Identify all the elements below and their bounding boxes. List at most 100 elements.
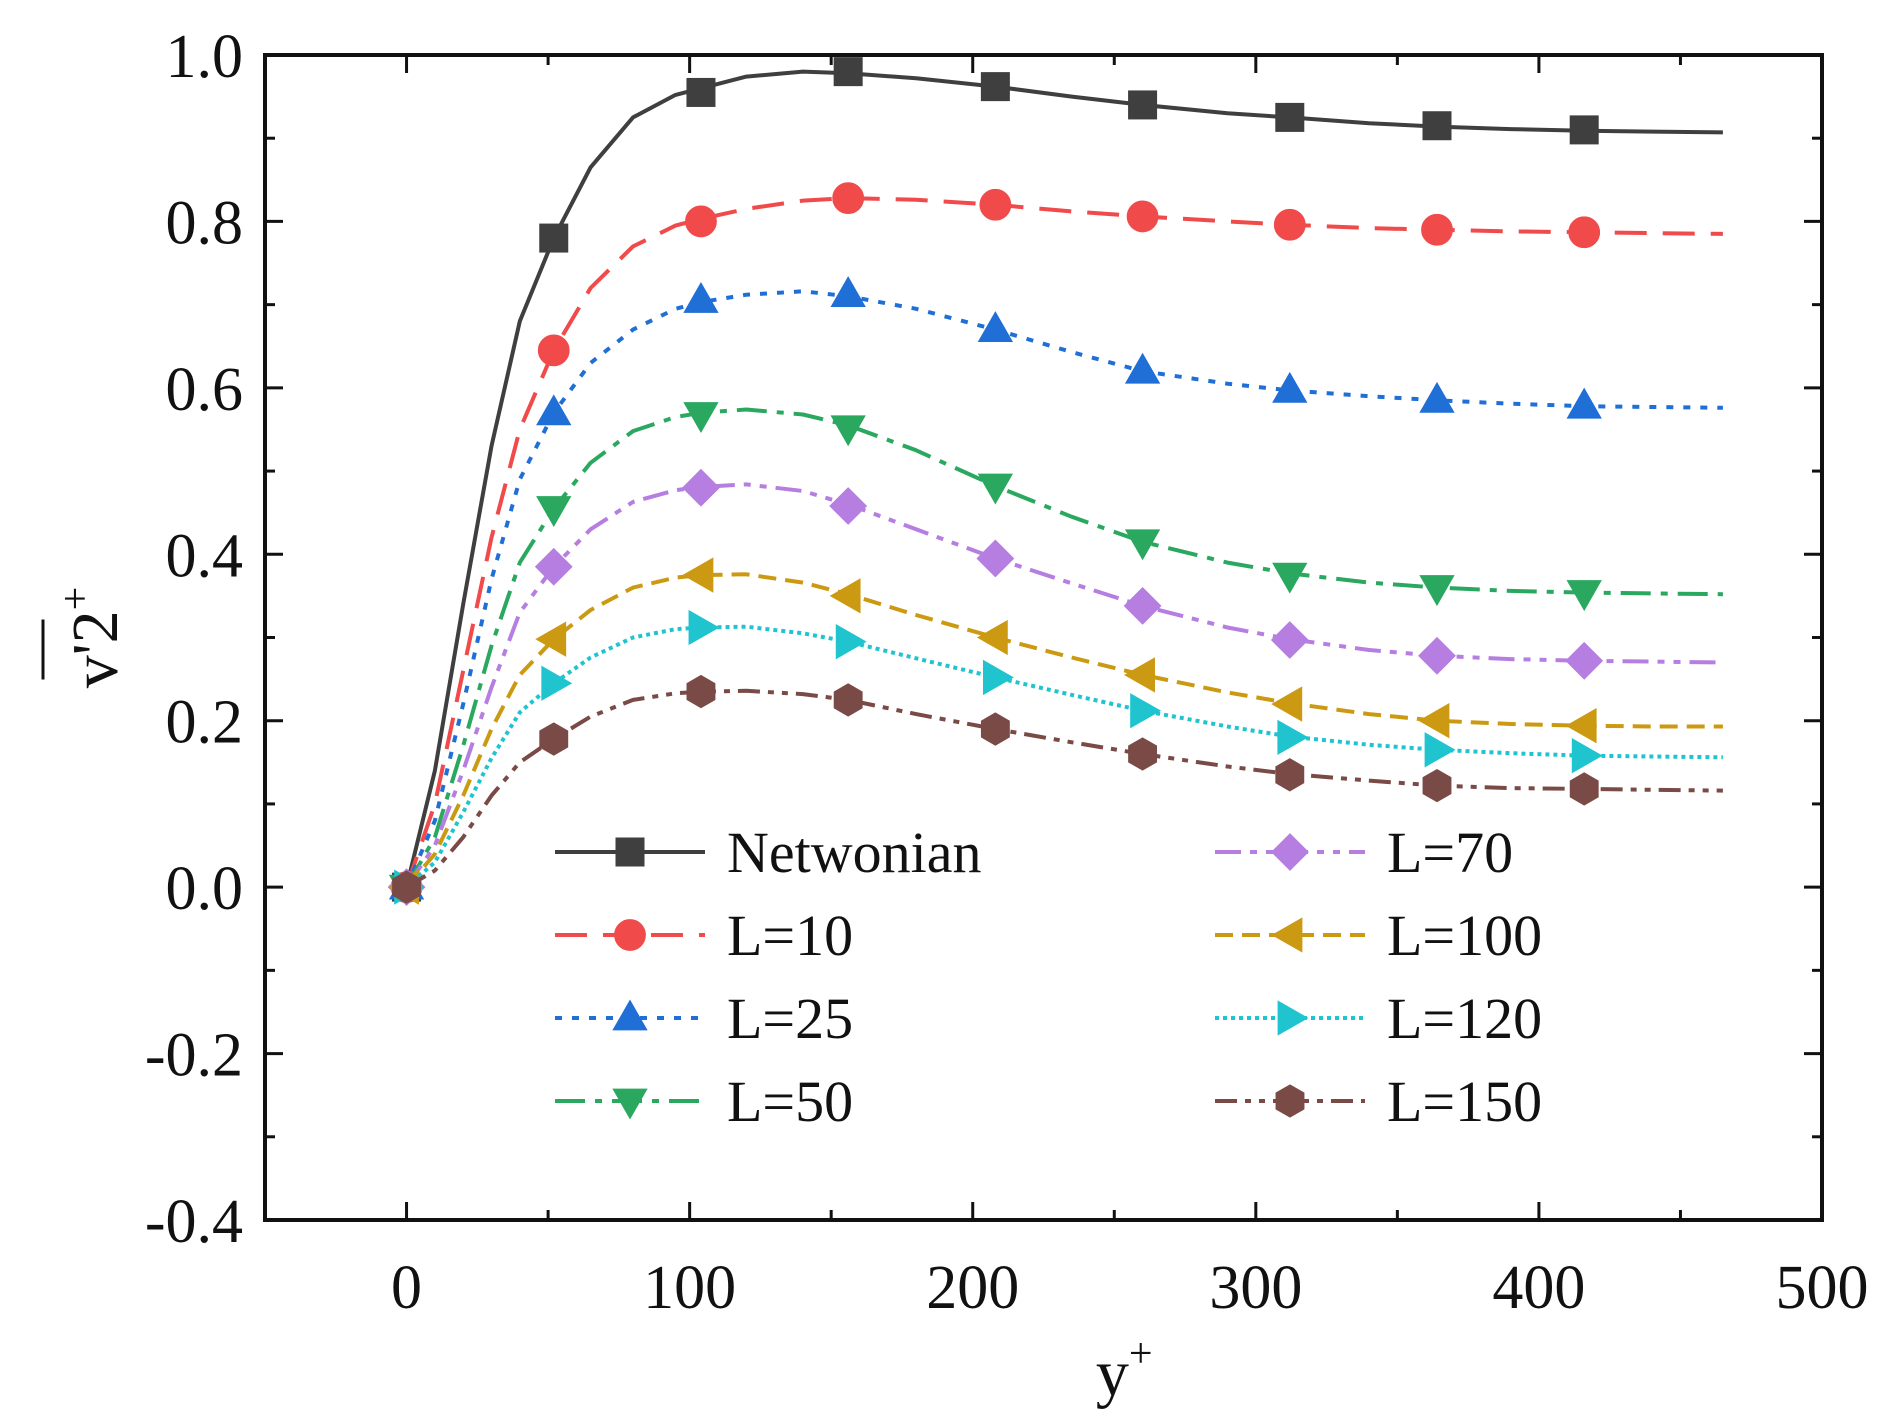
data-point bbox=[1271, 686, 1303, 722]
y-tick-label: 0.2 bbox=[166, 689, 244, 757]
y-axis-label-sup: + bbox=[53, 587, 99, 611]
data-point bbox=[1419, 575, 1455, 607]
legend-label: L=100 bbox=[1387, 903, 1542, 968]
data-point bbox=[1275, 758, 1305, 792]
data-point bbox=[685, 205, 717, 238]
y-tick-label: 0.8 bbox=[166, 189, 244, 257]
y-tick-label: 0.6 bbox=[166, 356, 244, 424]
data-point bbox=[535, 621, 567, 657]
data-point bbox=[392, 870, 421, 904]
legend-entry: L=100 bbox=[1215, 903, 1542, 968]
legend-marker bbox=[1275, 1084, 1305, 1118]
data-point bbox=[537, 334, 570, 367]
data-point bbox=[1424, 732, 1456, 768]
data-point bbox=[829, 578, 861, 614]
x-tick-label: 300 bbox=[1209, 1254, 1302, 1322]
y-tick-label: -0.4 bbox=[145, 1188, 243, 1256]
data-point bbox=[688, 609, 720, 646]
data-point bbox=[539, 722, 569, 756]
legend-marker bbox=[615, 837, 645, 867]
y-tick-label: 0.0 bbox=[166, 855, 244, 923]
data-point bbox=[1130, 693, 1162, 729]
data-point bbox=[536, 394, 572, 426]
legend-label: Netwonian bbox=[727, 820, 982, 885]
legend-entry: L=25 bbox=[555, 986, 853, 1051]
legend-entry: Netwonian bbox=[555, 820, 982, 885]
legend-entry: L=120 bbox=[1215, 986, 1542, 1051]
data-point bbox=[1569, 772, 1599, 806]
legend-entry: L=10 bbox=[555, 903, 853, 968]
series-layer bbox=[387, 57, 1723, 907]
y-tick-label: 0.4 bbox=[166, 522, 244, 590]
series-netwonian bbox=[392, 57, 1723, 902]
data-point bbox=[1272, 562, 1308, 594]
data-point bbox=[976, 619, 1008, 656]
data-point bbox=[1419, 381, 1455, 413]
x-axis-label: y+ bbox=[1096, 1331, 1153, 1410]
data-point bbox=[835, 623, 867, 660]
data-point bbox=[1270, 621, 1309, 659]
data-point bbox=[686, 77, 716, 107]
data-point bbox=[977, 473, 1014, 505]
series-l-150 bbox=[392, 674, 1723, 904]
legend-marker bbox=[1277, 1000, 1309, 1036]
legend-marker bbox=[1271, 833, 1309, 871]
data-point bbox=[1566, 387, 1602, 419]
data-point bbox=[980, 712, 1010, 746]
y-tick-label: -0.2 bbox=[145, 1022, 243, 1090]
data-point bbox=[1123, 586, 1162, 625]
x-axis-title: y+ bbox=[1096, 1331, 1153, 1410]
data-point bbox=[683, 402, 719, 433]
legend-entry: L=150 bbox=[1215, 1069, 1542, 1134]
legend-entry: L=70 bbox=[1215, 820, 1513, 885]
data-point bbox=[1569, 115, 1599, 145]
data-point bbox=[982, 659, 1014, 696]
data-point bbox=[1128, 90, 1158, 120]
data-point bbox=[1421, 213, 1453, 246]
x-tick-label: 200 bbox=[926, 1254, 1019, 1322]
y-axis-label: v'2+ bbox=[53, 587, 132, 689]
data-point bbox=[1124, 657, 1155, 693]
legend-marker bbox=[1271, 917, 1303, 953]
data-point bbox=[980, 72, 1010, 102]
data-point bbox=[1128, 737, 1158, 771]
x-axis-label-sup: + bbox=[1129, 1331, 1153, 1377]
legend-marker bbox=[612, 999, 648, 1031]
x-tick-label: 400 bbox=[1492, 1254, 1585, 1322]
legend-marker bbox=[614, 919, 646, 951]
data-point bbox=[1273, 208, 1306, 241]
tick-labels-layer: 0 100 200 300 400 500 -0.4 -0.2 0.0 0.2 0.4 0.6 0.8 1… bbox=[145, 23, 1869, 1322]
legend-entry: L=50 bbox=[555, 1069, 853, 1134]
legend-label: L=25 bbox=[727, 986, 853, 1051]
data-point bbox=[832, 182, 865, 215]
legend-label: L=10 bbox=[727, 903, 853, 968]
data-point bbox=[1418, 703, 1450, 739]
data-point bbox=[686, 674, 716, 709]
data-point bbox=[1124, 529, 1161, 561]
data-point bbox=[1568, 216, 1601, 249]
data-point bbox=[833, 57, 863, 87]
data-point bbox=[833, 683, 863, 717]
data-point bbox=[829, 487, 868, 525]
data-point bbox=[976, 539, 1015, 578]
data-point bbox=[682, 468, 720, 507]
data-point bbox=[536, 496, 572, 528]
data-point bbox=[1565, 708, 1597, 744]
x-tick-label: 0 bbox=[391, 1254, 422, 1322]
data-point bbox=[977, 311, 1014, 343]
data-point bbox=[1272, 371, 1308, 403]
y-tick-label: 1.0 bbox=[166, 23, 244, 91]
data-point bbox=[830, 276, 866, 308]
x-tick-label: 100 bbox=[643, 1254, 736, 1322]
data-point bbox=[1275, 102, 1305, 132]
data-point bbox=[1422, 768, 1452, 803]
data-point bbox=[1565, 641, 1604, 680]
data-point bbox=[830, 415, 866, 447]
data-point bbox=[1124, 352, 1161, 384]
data-point bbox=[1422, 111, 1452, 141]
data-point bbox=[1571, 738, 1603, 774]
data-point bbox=[1126, 200, 1159, 233]
data-point bbox=[1566, 580, 1602, 612]
data-point bbox=[539, 223, 569, 253]
